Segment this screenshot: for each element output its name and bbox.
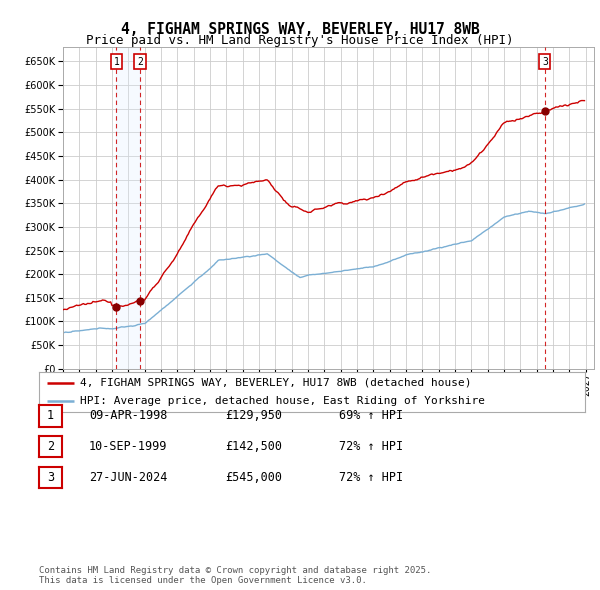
Text: 72% ↑ HPI: 72% ↑ HPI [339,471,403,484]
Text: 27-JUN-2024: 27-JUN-2024 [89,471,167,484]
Text: 4, FIGHAM SPRINGS WAY, BEVERLEY, HU17 8WB (detached house): 4, FIGHAM SPRINGS WAY, BEVERLEY, HU17 8W… [80,378,472,388]
Text: 1: 1 [47,409,54,422]
Text: £545,000: £545,000 [225,471,282,484]
Text: 4, FIGHAM SPRINGS WAY, BEVERLEY, HU17 8WB: 4, FIGHAM SPRINGS WAY, BEVERLEY, HU17 8W… [121,22,479,37]
Text: 3: 3 [542,57,548,67]
Text: 2: 2 [137,57,143,67]
Text: 1: 1 [113,57,119,67]
Bar [116,47,140,369]
Text: 10-SEP-1999: 10-SEP-1999 [89,440,167,453]
Text: £142,500: £142,500 [225,440,282,453]
Text: 69% ↑ HPI: 69% ↑ HPI [339,409,403,422]
Text: 09-APR-1998: 09-APR-1998 [89,409,167,422]
Text: HPI: Average price, detached house, East Riding of Yorkshire: HPI: Average price, detached house, East… [80,396,485,406]
Text: £129,950: £129,950 [225,409,282,422]
Text: 72% ↑ HPI: 72% ↑ HPI [339,440,403,453]
Text: 3: 3 [47,471,54,484]
Text: 2: 2 [47,440,54,453]
Text: Price paid vs. HM Land Registry's House Price Index (HPI): Price paid vs. HM Land Registry's House … [86,34,514,47]
Text: Contains HM Land Registry data © Crown copyright and database right 2025.
This d: Contains HM Land Registry data © Crown c… [39,566,431,585]
